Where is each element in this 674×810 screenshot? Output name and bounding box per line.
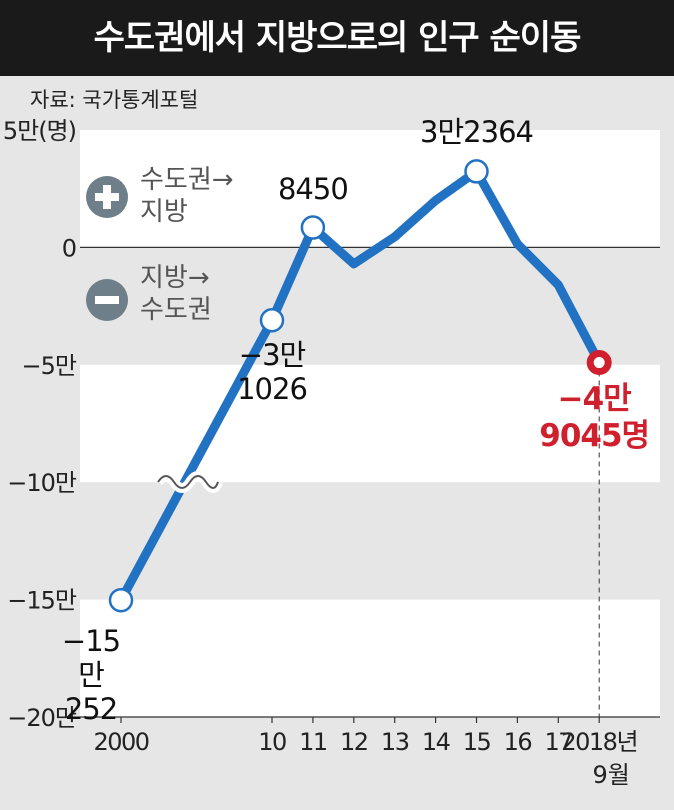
x-tick-label: 17: [545, 728, 573, 756]
x-tick-label: 10: [258, 728, 286, 756]
point: [108, 587, 134, 613]
x-tick-label: 2018년: [561, 728, 637, 756]
y-tick-label: −5만: [22, 352, 77, 380]
data-label: 8450: [277, 171, 349, 206]
legend-text: 지방→ 수도권: [140, 263, 212, 325]
x-tick-label: 16: [504, 728, 532, 756]
x-sublabel: 9월: [593, 761, 630, 789]
data-label: −4만 9045명: [539, 380, 650, 454]
data-label: −3만 1026: [237, 338, 308, 407]
band: [80, 599, 660, 717]
band: [80, 130, 660, 248]
legend-text: 수도권→ 지방: [140, 165, 234, 227]
x-tick-label: 13: [381, 728, 409, 756]
data-label: 3만2364: [420, 115, 534, 150]
point: [300, 215, 326, 240]
y-tick-label: 5만(명): [3, 117, 76, 145]
x-tick-label: 11: [299, 728, 327, 756]
y-tick-label: 0: [62, 234, 76, 262]
y-tick-label: −20만: [7, 704, 77, 732]
chart-title: 수도권에서 지방으로의 인구 순이동: [0, 0, 674, 76]
x-tick-label: 2000: [93, 728, 148, 756]
y-tick-label: −15만: [7, 587, 77, 615]
line: [117, 166, 604, 603]
data-label: −15만 252: [61, 624, 121, 727]
axis-break: [157, 475, 219, 489]
x-tick-label: 15: [463, 728, 491, 756]
point: [586, 350, 612, 376]
legend-icon-bar: [95, 296, 119, 304]
band: [80, 364, 660, 483]
x-tick-label: 14: [422, 728, 450, 756]
point: [464, 159, 489, 184]
x-tick-label: 12: [340, 728, 368, 756]
y-tick-label: −10만: [7, 469, 77, 497]
source: 자료: 국가통계포털: [30, 88, 199, 112]
legend-icon-bar: [103, 185, 111, 209]
point: [259, 307, 285, 333]
